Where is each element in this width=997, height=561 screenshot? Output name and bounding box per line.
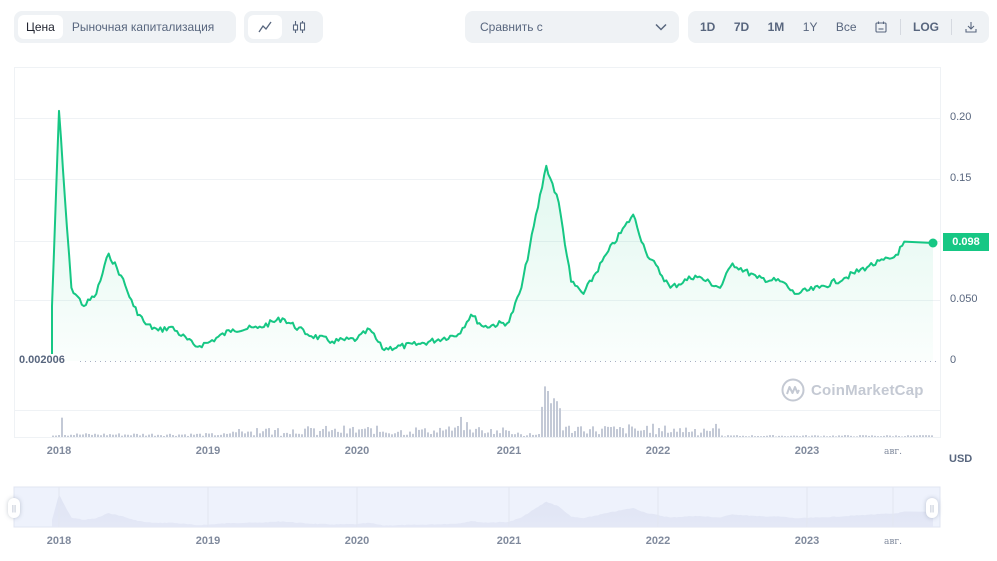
tab-market-cap[interactable]: Рыночная капитализация	[71, 20, 215, 34]
x-tick-label: авг.	[883, 447, 903, 457]
toolbar-divider	[899, 19, 901, 35]
download-button[interactable]	[959, 15, 983, 39]
range-7d-button[interactable]: 7D	[733, 20, 750, 34]
line-chart-button[interactable]	[248, 15, 282, 39]
candlestick-icon	[292, 21, 306, 33]
plot-frame	[14, 67, 941, 438]
gridlines	[14, 118, 940, 411]
candlestick-chart-button[interactable]	[282, 15, 316, 39]
y-tick-label: 0.20	[950, 111, 972, 123]
navigator-tick-label: 2023	[794, 535, 820, 547]
currency-label: USD	[949, 453, 973, 465]
navigator-right-handle[interactable]: ||	[926, 498, 938, 518]
navigator-area	[52, 494, 933, 527]
chevron-down-icon	[655, 23, 667, 31]
watermark-text: CoinMarketCap	[811, 381, 924, 399]
coinmarketcap-logo-icon	[781, 378, 805, 402]
navigator-tick-label: авг.	[883, 537, 903, 547]
coinmarketcap-watermark: CoinMarketCap	[781, 378, 924, 402]
compare-label: Сравнить с	[480, 20, 543, 34]
calendar-icon	[875, 21, 887, 33]
price-line	[51, 109, 934, 359]
navigator-tick-label: 2021	[496, 535, 522, 547]
current-price-badge: 0.098	[943, 233, 989, 251]
compare-with-dropdown[interactable]: Сравнить с	[465, 11, 679, 43]
date-range-button[interactable]	[869, 15, 893, 39]
y-tick-label: 0.15	[950, 172, 972, 184]
x-tick-label: 2021	[496, 445, 522, 457]
navigator-tick-label: 2020	[344, 535, 370, 547]
navigator-tick-label: 2019	[195, 535, 221, 547]
tab-price[interactable]: Цена	[18, 15, 63, 39]
y-tick-label: 0.050	[950, 293, 978, 305]
navigator-tick-label: 2022	[645, 535, 671, 547]
min-price-label: 0.002006	[19, 354, 65, 366]
navigator-gridlines	[58, 487, 894, 527]
range-1d-button[interactable]: 1D	[700, 20, 716, 34]
x-tick-label: 2018	[46, 445, 72, 457]
line-chart-icon	[258, 21, 272, 33]
download-icon	[965, 22, 977, 33]
volume-bars	[52, 386, 933, 437]
price-area	[52, 110, 933, 362]
range-1y-button[interactable]: 1Y	[802, 20, 818, 34]
y-tick-label: 0	[950, 354, 957, 366]
range-all-button[interactable]: Все	[835, 20, 857, 34]
time-range-selector: 1D 7D 1M 1Y Все LOG	[688, 11, 989, 43]
x-tick-label: 2023	[794, 445, 820, 457]
log-scale-button[interactable]: LOG	[913, 20, 940, 34]
price-marketcap-toggle: Цена Рыночная капитализация	[14, 11, 236, 43]
x-tick-label: 2022	[645, 445, 671, 457]
navigator-left-handle[interactable]: ||	[8, 498, 20, 518]
x-tick-label: 2020	[344, 445, 370, 457]
current-price-marker	[928, 238, 938, 248]
range-1m-button[interactable]: 1M	[767, 20, 785, 34]
navigator-tick-label: 2018	[46, 535, 72, 547]
toolbar-divider	[951, 19, 953, 35]
chart-type-toggle	[244, 11, 323, 43]
x-tick-label: 2019	[195, 445, 221, 457]
